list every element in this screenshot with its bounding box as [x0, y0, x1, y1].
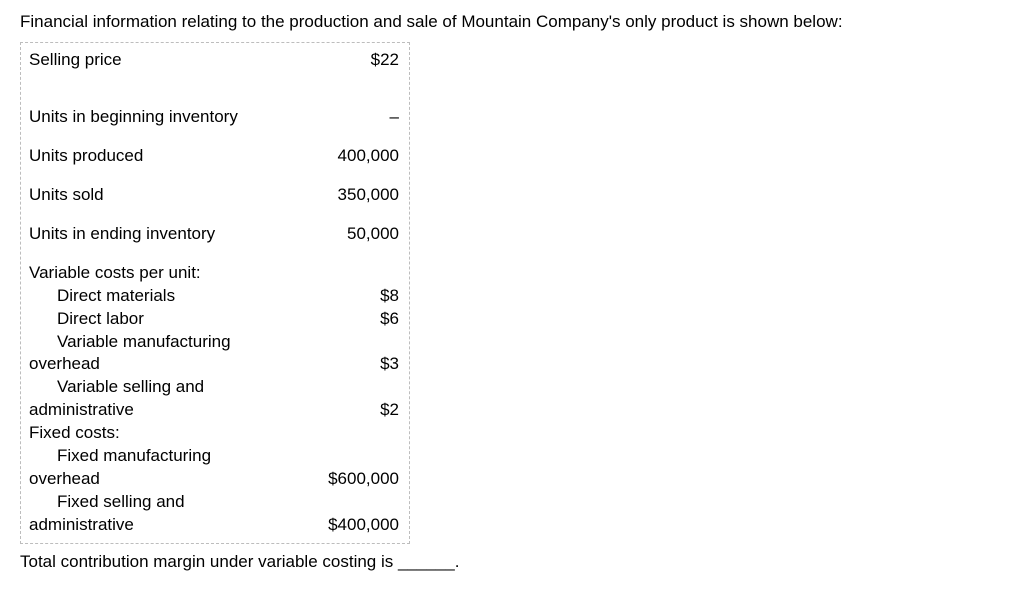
value-ending-inv: 50,000 — [299, 223, 399, 246]
value-fmoh: $600,000 — [299, 468, 399, 491]
value-selling-price: $22 — [299, 49, 399, 72]
row-var-header: Variable costs per unit: — [29, 262, 399, 285]
row-dl: Direct labor $6 — [29, 308, 399, 331]
value-vmoh: $3 — [299, 353, 399, 376]
label-fsa-l1: Fixed selling and — [29, 491, 299, 514]
label-fmoh: overhead — [29, 468, 299, 491]
row-vsa: administrative $2 — [29, 399, 399, 422]
label-fmoh-l1: Fixed manufacturing — [29, 445, 299, 468]
row-vmoh: overhead $3 — [29, 353, 399, 376]
value-units-produced: 400,000 — [299, 145, 399, 168]
value-fsa: $400,000 — [299, 514, 399, 537]
value-beginning-inv: – — [299, 106, 399, 129]
label-vmoh-l1: Variable manufacturing — [29, 331, 299, 354]
spacer — [29, 168, 399, 184]
row-beginning-inv: Units in beginning inventory – — [29, 106, 399, 129]
label-vsa-l1: Variable selling and — [29, 376, 299, 399]
label-fixed-header: Fixed costs: — [29, 422, 299, 445]
row-ending-inv: Units in ending inventory 50,000 — [29, 223, 399, 246]
row-fixed-header: Fixed costs: — [29, 422, 399, 445]
row-vmoh-l1: Variable manufacturing — [29, 331, 399, 354]
page: Financial information relating to the pr… — [0, 0, 1014, 609]
label-units-sold: Units sold — [29, 184, 299, 207]
spacer — [29, 246, 399, 262]
question-text: Total contribution margin under variable… — [20, 552, 994, 572]
row-fmoh: overhead $600,000 — [29, 468, 399, 491]
value-units-sold: 350,000 — [299, 184, 399, 207]
spacer — [29, 207, 399, 223]
label-var-header: Variable costs per unit: — [29, 262, 299, 285]
data-table: Selling price $22 Units in beginning inv… — [20, 42, 410, 544]
label-units-produced: Units produced — [29, 145, 299, 168]
intro-text: Financial information relating to the pr… — [20, 12, 994, 32]
spacer — [29, 72, 399, 106]
label-fsa: administrative — [29, 514, 299, 537]
row-fsa: administrative $400,000 — [29, 514, 399, 537]
row-units-produced: Units produced 400,000 — [29, 145, 399, 168]
row-units-sold: Units sold 350,000 — [29, 184, 399, 207]
label-ending-inv: Units in ending inventory — [29, 223, 299, 246]
row-fmoh-l1: Fixed manufacturing — [29, 445, 399, 468]
row-selling-price: Selling price $22 — [29, 49, 399, 72]
value-dm: $8 — [299, 285, 399, 308]
label-dl: Direct labor — [29, 308, 299, 331]
value-dl: $6 — [299, 308, 399, 331]
label-vmoh: overhead — [29, 353, 299, 376]
row-vsa-l1: Variable selling and — [29, 376, 399, 399]
row-dm: Direct materials $8 — [29, 285, 399, 308]
value-vsa: $2 — [299, 399, 399, 422]
label-vsa: administrative — [29, 399, 299, 422]
spacer — [29, 129, 399, 145]
label-selling-price: Selling price — [29, 49, 299, 72]
row-fsa-l1: Fixed selling and — [29, 491, 399, 514]
label-beginning-inv: Units in beginning inventory — [29, 106, 299, 129]
label-dm: Direct materials — [29, 285, 299, 308]
